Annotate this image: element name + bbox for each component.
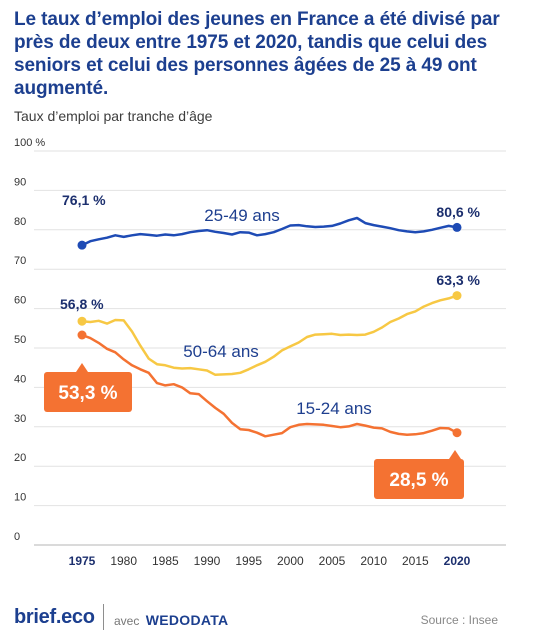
badge-pointer	[76, 363, 88, 372]
y-tick-label: 80	[14, 216, 26, 228]
x-tick-label: 2020	[444, 554, 471, 568]
series-line	[80, 216, 459, 247]
y-tick-label: 40	[14, 373, 26, 385]
x-tick-label: 2005	[319, 554, 346, 568]
start-point	[77, 240, 87, 250]
value-badge: 28,5 %	[374, 450, 464, 499]
source-note: Source : Insee	[420, 613, 498, 627]
value-label: 63,3 %	[436, 272, 480, 288]
footer-divider	[103, 604, 104, 630]
x-tick-label: 2010	[360, 554, 387, 568]
y-tick-label: 10	[14, 492, 26, 504]
grid-lines	[34, 150, 506, 546]
x-tick-label: 1980	[110, 554, 137, 568]
line-chart: 0 10 20 30 40 50 60 70 80 90 100 % 1975 1980 1985 199…	[14, 137, 506, 568]
value-label: 56,8 %	[60, 296, 104, 312]
y-tick-label: 30	[14, 413, 26, 425]
badge-pointer	[449, 450, 461, 459]
value-label: 80,6 %	[436, 204, 480, 220]
badge-label: 53,3 %	[58, 383, 117, 404]
y-tick-label: 100 %	[14, 137, 45, 149]
partner-prefix: avec	[114, 614, 140, 628]
chart-subtitle: Taux d’emploi par tranche d’âge	[14, 108, 213, 124]
brand-logo: brief.eco	[14, 606, 95, 628]
series-line	[80, 333, 459, 438]
y-axis-ticks: 0 10 20 30 40 50 60 70 80 90 100 %	[14, 137, 45, 543]
start-point	[77, 330, 87, 340]
y-tick-label: 20	[14, 452, 26, 464]
end-point	[452, 428, 462, 438]
series-line	[80, 294, 459, 377]
series-lines	[77, 216, 462, 438]
x-axis-ticks: 1975 1980 1985 1990 1995 2000 2005 2010 2015 2020	[69, 554, 471, 568]
y-tick-label: 70	[14, 255, 26, 267]
chart-title: Le taux d’emploi des jeunes en France a …	[14, 9, 500, 99]
y-tick-label: 90	[14, 176, 26, 188]
series-name-label: 25-49 ans	[204, 206, 280, 225]
x-tick-label: 1990	[194, 554, 221, 568]
series-name-label: 50-64 ans	[183, 342, 259, 361]
badge-label: 28,5 %	[389, 470, 448, 491]
y-tick-label: 50	[14, 334, 26, 346]
series-name-label: 15-24 ans	[296, 399, 372, 418]
partner-logo: WEDODATA	[145, 612, 229, 628]
y-tick-label: 60	[14, 295, 26, 307]
value-badge: 53,3 %	[44, 363, 132, 412]
end-point	[452, 291, 462, 301]
value-label: 76,1 %	[62, 192, 106, 208]
end-point	[452, 222, 462, 232]
badge-background	[44, 372, 132, 412]
badge-background	[374, 459, 464, 499]
x-tick-label: 1995	[235, 554, 262, 568]
start-point	[77, 316, 87, 326]
partner-credit: avec WEDODATA	[114, 612, 228, 628]
x-tick-label: 1975	[69, 554, 96, 568]
y-tick-label: 0	[14, 531, 20, 543]
value-labels: 25-49 ans 50-64 ans 15-24 ans 76,1 % 80,6 % 5…	[44, 192, 481, 499]
x-tick-label: 1985	[152, 554, 179, 568]
x-tick-label: 2015	[402, 554, 429, 568]
x-tick-label: 2000	[277, 554, 304, 568]
